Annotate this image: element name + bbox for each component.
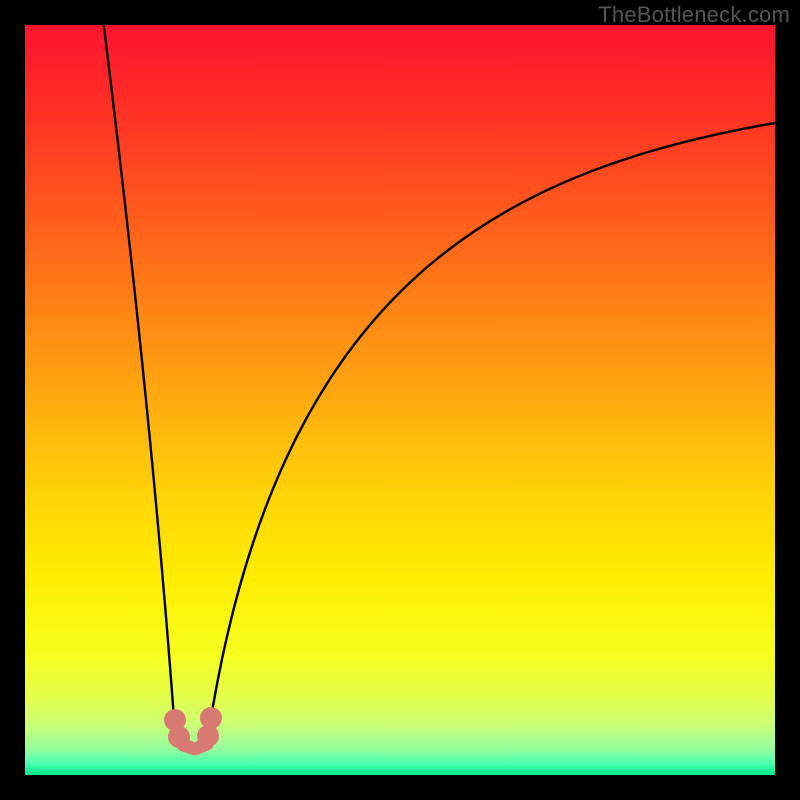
marker-dot xyxy=(200,707,222,729)
plot-background xyxy=(25,25,775,775)
marker-dot xyxy=(168,726,190,748)
watermark-text: TheBottleneck.com xyxy=(598,2,790,28)
chart-svg xyxy=(0,0,800,800)
chart-frame: TheBottleneck.com xyxy=(0,0,800,800)
